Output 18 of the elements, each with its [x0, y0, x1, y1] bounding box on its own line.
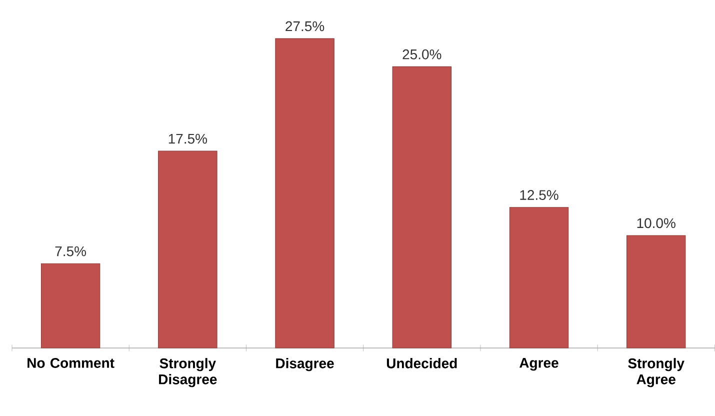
bar [40, 263, 100, 348]
data-label: 17.5% [168, 134, 208, 144]
x-tick-label: Strongly Disagree [159, 358, 217, 388]
bar [275, 38, 334, 348]
bar [626, 235, 686, 348]
data-label: 12.5% [520, 190, 558, 200]
x-tick-label: Undecided [386, 358, 457, 368]
x-tick-label: Strongly Agree [628, 358, 684, 388]
data-label: 7.5% [55, 246, 86, 256]
bar [158, 150, 218, 348]
x-tick-label: Disagree [276, 358, 334, 372]
data-label: 27.5% [286, 21, 324, 32]
data-label: 25.0% [402, 49, 442, 60]
x-tick-label: No Comment [28, 358, 114, 368]
bar [392, 66, 452, 348]
x-tick-label: Agree [520, 358, 558, 371]
bar [509, 207, 569, 348]
data-label: 10.0% [637, 218, 676, 228]
